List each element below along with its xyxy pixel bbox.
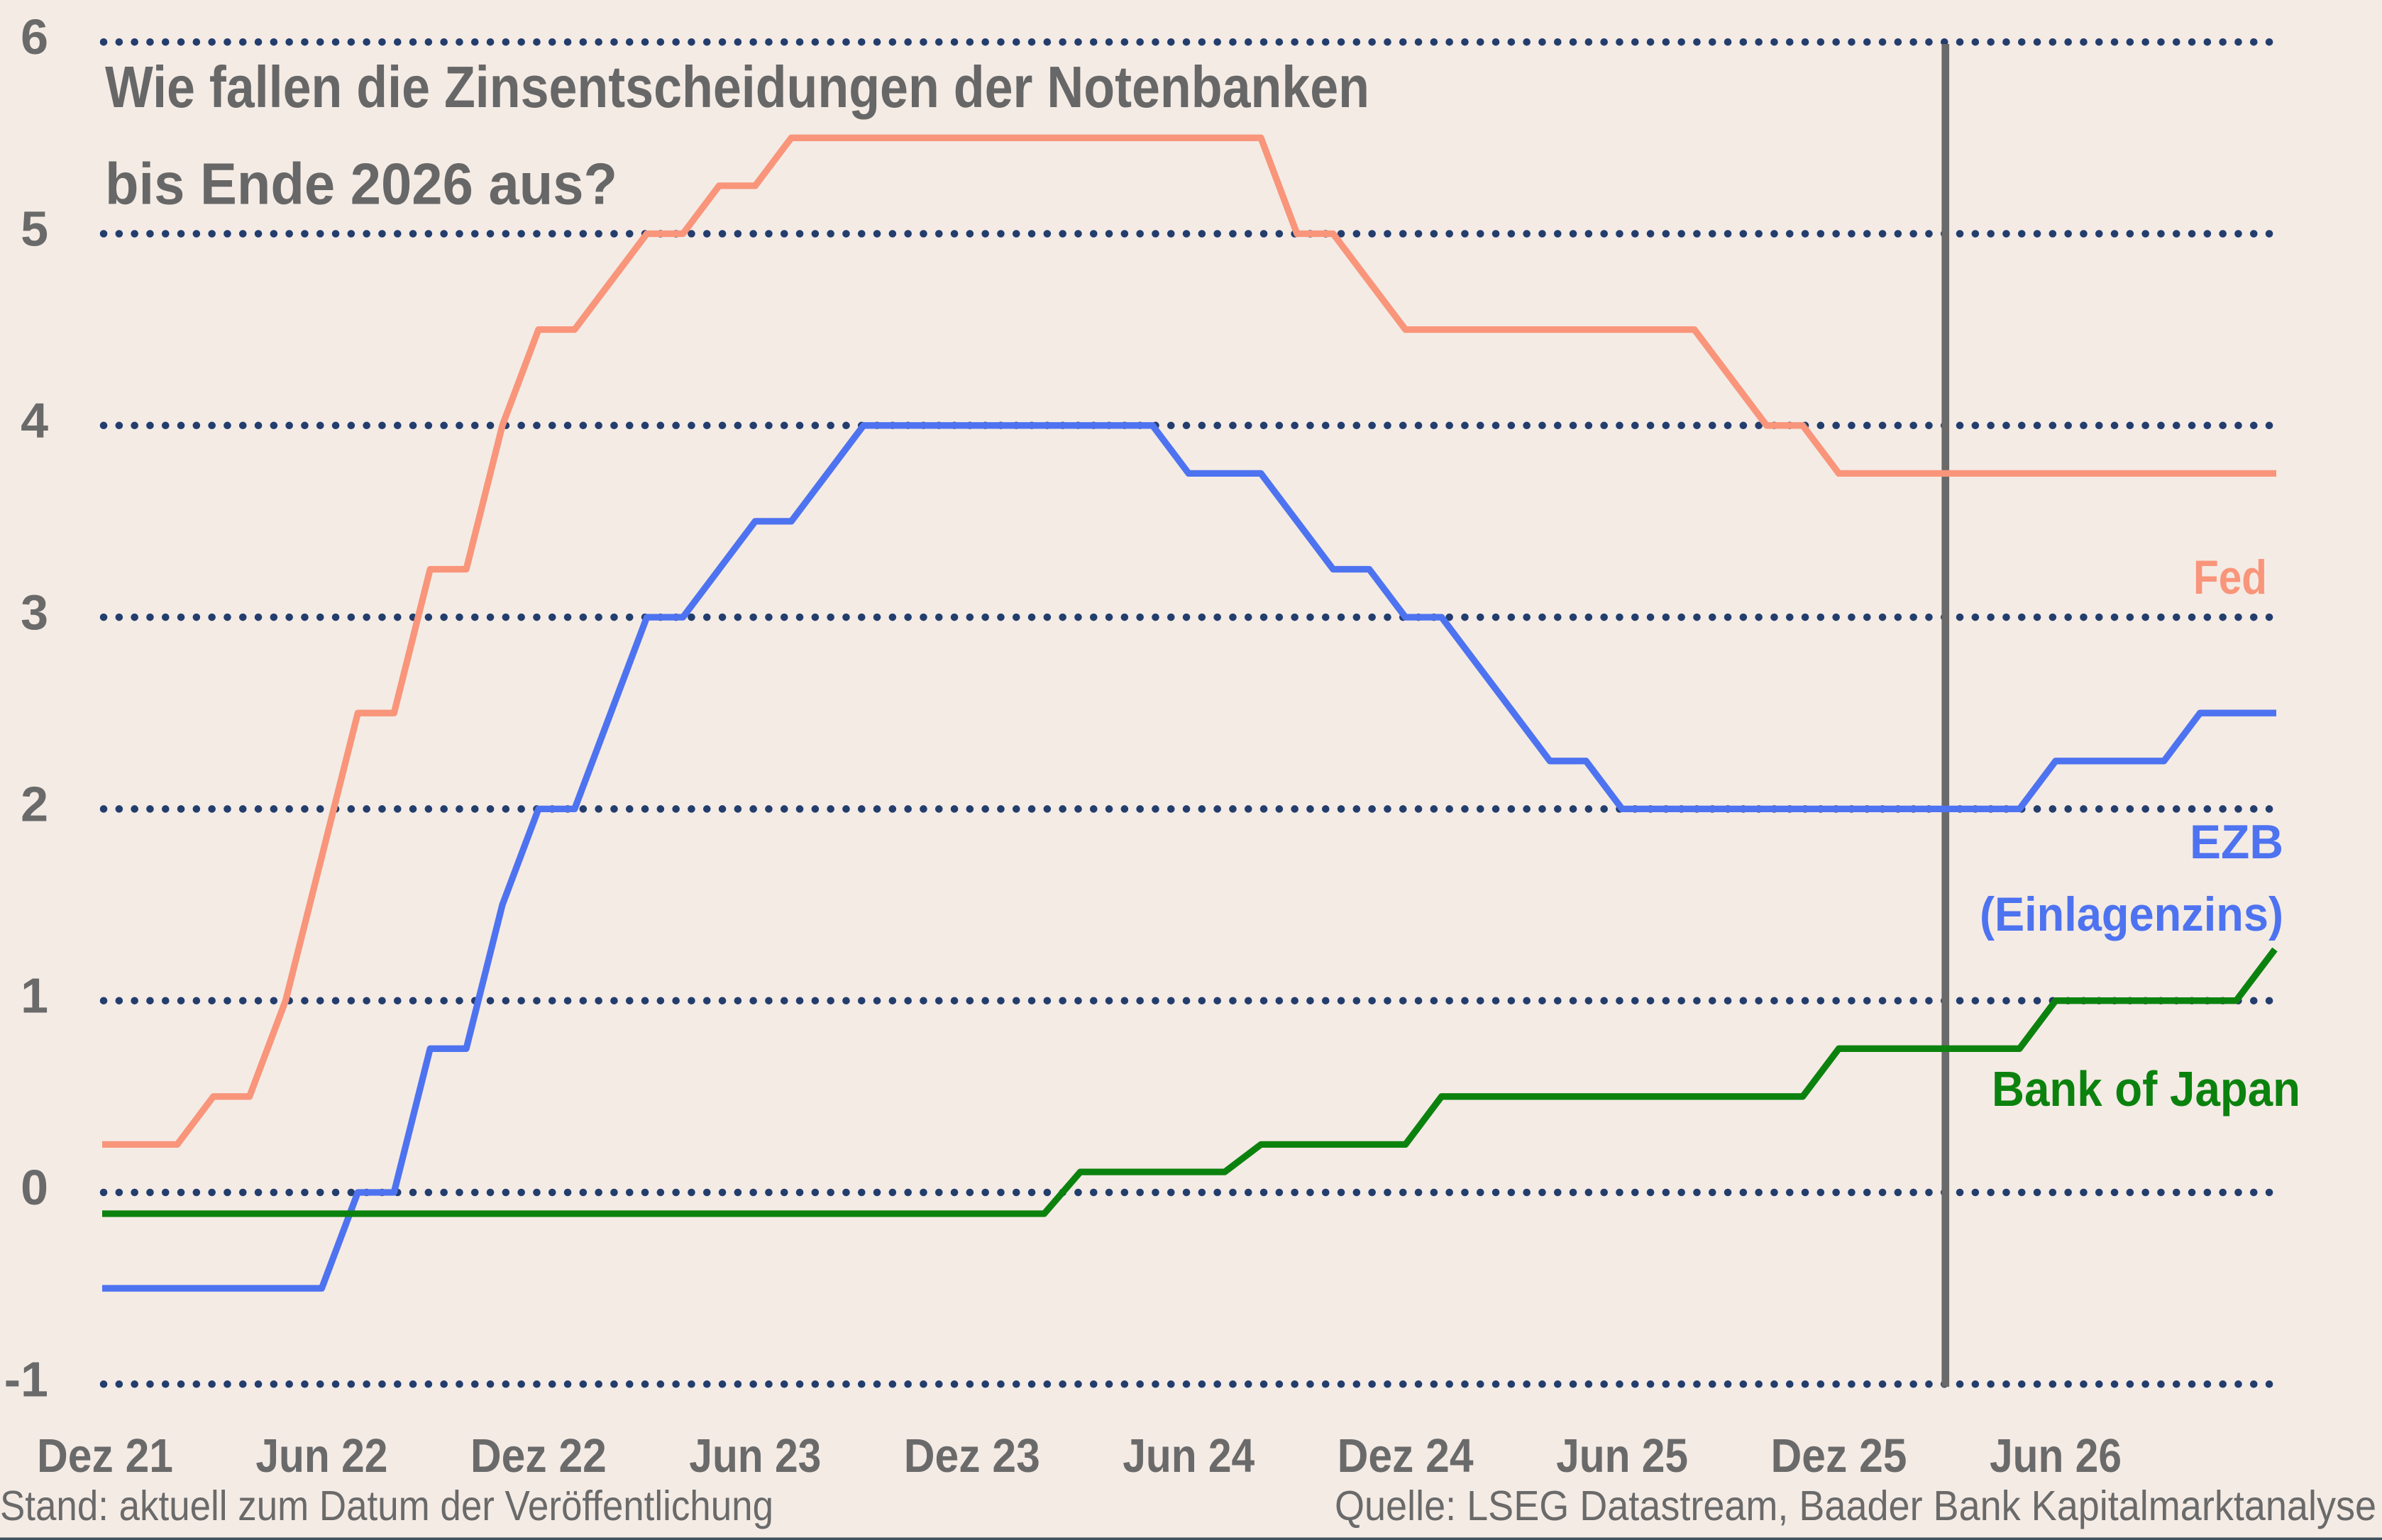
- svg-text:Fed: Fed: [2193, 550, 2267, 604]
- svg-text:-1: -1: [4, 1351, 48, 1407]
- svg-text:5: 5: [21, 201, 48, 257]
- svg-text:Dez 23: Dez 23: [904, 1429, 1040, 1483]
- svg-text:Dez 24: Dez 24: [1338, 1429, 1474, 1483]
- svg-text:3: 3: [21, 585, 48, 640]
- svg-text:6: 6: [21, 9, 48, 65]
- svg-text:Wie fallen die Zinsentscheidun: Wie fallen die Zinsentscheidungen der No…: [105, 54, 1369, 120]
- svg-text:Jun 25: Jun 25: [1556, 1429, 1688, 1483]
- svg-text:0: 0: [21, 1160, 48, 1215]
- svg-text:Dez 21: Dez 21: [37, 1429, 173, 1483]
- svg-text:Jun 23: Jun 23: [689, 1429, 821, 1483]
- svg-text:2: 2: [21, 776, 48, 831]
- svg-text:Jun 26: Jun 26: [1990, 1429, 2122, 1483]
- svg-text:1: 1: [21, 968, 48, 1024]
- svg-text:Dez 25: Dez 25: [1771, 1429, 1907, 1483]
- svg-text:Stand: aktuell zum Datum der V: Stand: aktuell zum Datum der Veröffentli…: [0, 1483, 773, 1529]
- svg-text:bis Ende 2026 aus?: bis Ende 2026 aus?: [105, 151, 617, 217]
- svg-text:Dez 22: Dez 22: [470, 1429, 607, 1483]
- svg-text:4: 4: [21, 393, 48, 448]
- svg-text:(Einlagenzins): (Einlagenzins): [1980, 887, 2283, 941]
- svg-text:EZB: EZB: [2190, 815, 2283, 869]
- svg-text:Quelle: LSEG Datastream, Baade: Quelle: LSEG Datastream, Baader Bank Kap…: [1335, 1483, 2376, 1529]
- svg-text:Jun 22: Jun 22: [255, 1429, 387, 1483]
- svg-text:Jun 24: Jun 24: [1123, 1429, 1255, 1483]
- svg-text:Bank of Japan: Bank of Japan: [1992, 1061, 2300, 1117]
